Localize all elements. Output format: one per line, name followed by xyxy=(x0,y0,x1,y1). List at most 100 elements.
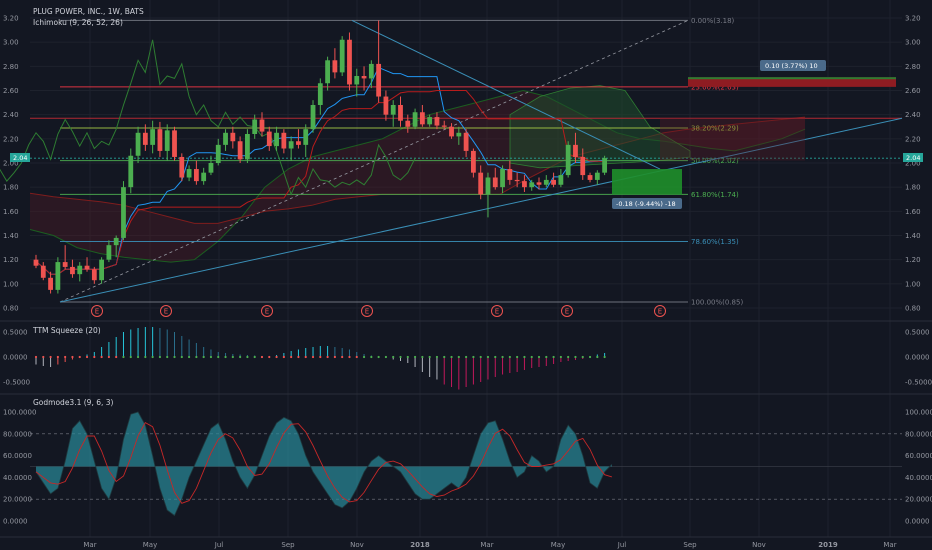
short-target-zone[interactable] xyxy=(612,169,682,195)
candle-body xyxy=(594,172,600,180)
squeeze-dot xyxy=(173,355,176,359)
earnings-letter: E xyxy=(365,308,369,316)
price-axis-right[interactable]: 3.20 3.00 2.80 2.60 2.40 2.20 2.00 1.80 1.60 1.40… xyxy=(905,15,921,313)
candle-body xyxy=(106,245,112,260)
time-tick-label[interactable]: Sep xyxy=(683,541,697,549)
squeeze-tick-label: 0.0000 xyxy=(3,354,28,362)
candle xyxy=(157,121,163,157)
candle-body xyxy=(215,144,221,163)
long-position-tooltip[interactable]: 0.10 (3.77%) 10 xyxy=(760,60,826,71)
time-tick-label[interactable]: May xyxy=(143,541,157,549)
candle-body xyxy=(121,187,126,238)
last-price-tag-right: 2.04 xyxy=(903,153,923,162)
candle xyxy=(573,132,578,163)
squeeze-dot xyxy=(304,355,307,359)
ttm-squeeze-panel: 0.5000 0.5000 0.0000 0.0000 -0.5000 -0.5000 xyxy=(3,327,932,390)
candle-body xyxy=(471,150,476,173)
candle-body xyxy=(573,144,578,157)
candle-body xyxy=(237,141,243,160)
candle xyxy=(172,126,177,161)
ascending-trend-line[interactable] xyxy=(59,117,903,303)
time-tick-label[interactable]: Mar xyxy=(480,541,493,549)
earnings-icon xyxy=(361,305,373,317)
candle xyxy=(113,235,119,258)
position-tools[interactable] xyxy=(612,77,896,195)
squeeze-dot xyxy=(195,355,198,359)
price-tick-label: 2.40 xyxy=(3,111,19,119)
ichimoku-legend[interactable]: Ichimoku (9, 26, 52, 26) xyxy=(33,18,123,27)
earnings-letter: E xyxy=(265,308,269,316)
squeeze-dot xyxy=(297,355,300,359)
time-axis[interactable]: Mar May Jul Sep Nov 2018 Mar May Jul Sep Nov 2019 Ma… xyxy=(83,541,896,549)
time-tick-label[interactable]: Jul xyxy=(214,541,224,549)
squeeze-dot xyxy=(326,355,329,359)
short-position-tooltip[interactable]: -0.18 (-9.44%) -18 xyxy=(612,198,682,209)
candle-body xyxy=(84,265,90,270)
candle-body xyxy=(492,177,498,188)
squeeze-dot xyxy=(406,355,409,359)
candle xyxy=(427,114,433,127)
candle xyxy=(419,105,425,127)
candle xyxy=(259,112,265,137)
candle-body xyxy=(376,63,382,97)
time-tick-label[interactable]: Jul xyxy=(617,541,627,549)
squeeze-dot xyxy=(362,355,366,359)
svg-text:2.04: 2.04 xyxy=(13,154,27,162)
squeeze-tick-label: -0.5000 xyxy=(3,379,30,387)
squeeze-dot xyxy=(260,355,264,359)
time-tick-label[interactable]: 2019 xyxy=(818,541,838,549)
fib-level-label: 78.60%(1.35) xyxy=(691,238,739,246)
candle xyxy=(223,129,228,151)
long-stop-zone[interactable] xyxy=(688,77,896,87)
squeeze-dot xyxy=(209,355,213,359)
godmode-tick-label: 40.0000 xyxy=(905,474,932,482)
time-tick-label[interactable]: Mar xyxy=(883,541,896,549)
candle xyxy=(580,148,586,180)
price-tick-label: 1.80 xyxy=(3,184,19,192)
fib-level-label: 0.00%(3.18) xyxy=(691,17,735,25)
price-tick-label: 1.40 xyxy=(3,232,19,240)
long-target-edge[interactable] xyxy=(688,77,896,80)
descending-trend-line[interactable] xyxy=(351,19,661,170)
squeeze-dot xyxy=(450,355,453,359)
squeeze-dot xyxy=(567,355,570,359)
candle-body xyxy=(135,132,141,156)
candle-body xyxy=(172,130,177,157)
squeeze-dot xyxy=(530,355,533,359)
candle xyxy=(128,148,134,194)
squeeze-dot xyxy=(282,355,285,359)
fib-trend-line[interactable] xyxy=(59,20,689,303)
ichimoku-cloud xyxy=(29,85,806,263)
time-tick-label[interactable]: May xyxy=(551,541,565,549)
candle-body xyxy=(288,141,294,149)
time-tick-label[interactable]: Nov xyxy=(752,541,766,549)
squeeze-dot xyxy=(501,355,504,359)
time-tick-label[interactable]: Sep xyxy=(281,541,295,549)
candle xyxy=(500,165,505,194)
squeeze-dot xyxy=(428,355,431,359)
candle xyxy=(478,165,484,200)
candle xyxy=(522,175,527,192)
candle xyxy=(543,175,549,188)
price-tick-label: 2.60 xyxy=(905,87,921,95)
candle xyxy=(390,100,396,127)
candle xyxy=(186,165,192,182)
squeeze-legend[interactable]: TTM Squeeze (20) xyxy=(32,326,101,335)
time-tick-label[interactable]: 2018 xyxy=(410,541,430,549)
time-tick-label[interactable]: Nov xyxy=(350,541,364,549)
candle-body xyxy=(99,259,105,281)
squeeze-dot xyxy=(122,355,125,359)
time-tick-label[interactable]: Mar xyxy=(83,541,96,549)
squeeze-dot xyxy=(246,355,249,359)
candle xyxy=(325,56,330,91)
price-tick-label: 3.00 xyxy=(905,39,921,47)
candle-body xyxy=(383,96,389,115)
godmode-legend[interactable]: Godmode3.1 (9, 6, 3) xyxy=(33,398,114,407)
trend-lines[interactable] xyxy=(59,19,903,303)
candle xyxy=(565,141,571,178)
candle xyxy=(84,257,90,272)
price-tick-label: 1.00 xyxy=(905,280,921,288)
squeeze-dot xyxy=(42,355,45,359)
